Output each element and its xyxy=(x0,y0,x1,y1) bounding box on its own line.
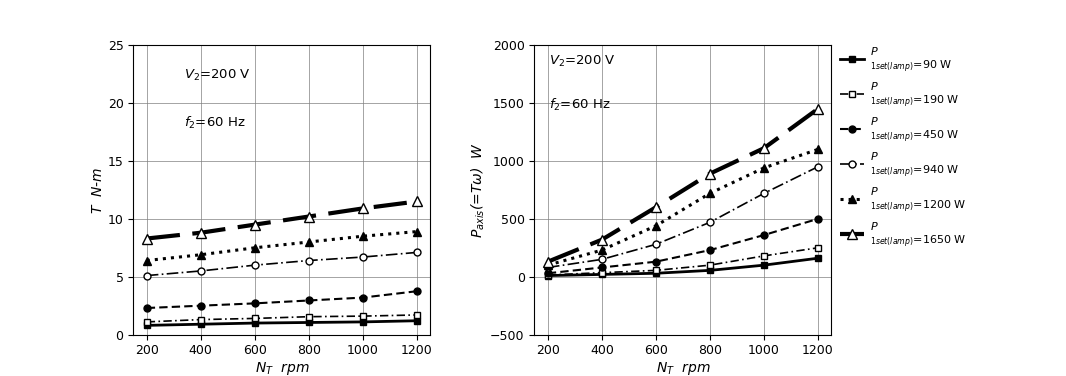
X-axis label: $N_T$  rpm: $N_T$ rpm xyxy=(656,360,710,376)
Text: $V_2$=200 V: $V_2$=200 V xyxy=(183,68,251,83)
Text: $f_2$=60 Hz: $f_2$=60 Hz xyxy=(183,115,245,131)
Y-axis label: $T$  N-m: $T$ N-m xyxy=(91,166,104,214)
Text: $f_2$=60 Hz: $f_2$=60 Hz xyxy=(549,97,611,113)
Y-axis label: $P_{axis}$(=$T\omega$)  W: $P_{axis}$(=$T\omega$) W xyxy=(470,142,487,238)
Legend: $P$
$_{1set(lamp)}$=90 W, $P$
$_{1set(lamp)}$=190 W, $P$
$_{1set(lamp)}$=450 W, : $P$ $_{1set(lamp)}$=90 W, $P$ $_{1set(la… xyxy=(840,45,967,250)
X-axis label: $N_T$  rpm: $N_T$ rpm xyxy=(255,360,309,376)
Text: $V_2$=200 V: $V_2$=200 V xyxy=(549,54,616,69)
